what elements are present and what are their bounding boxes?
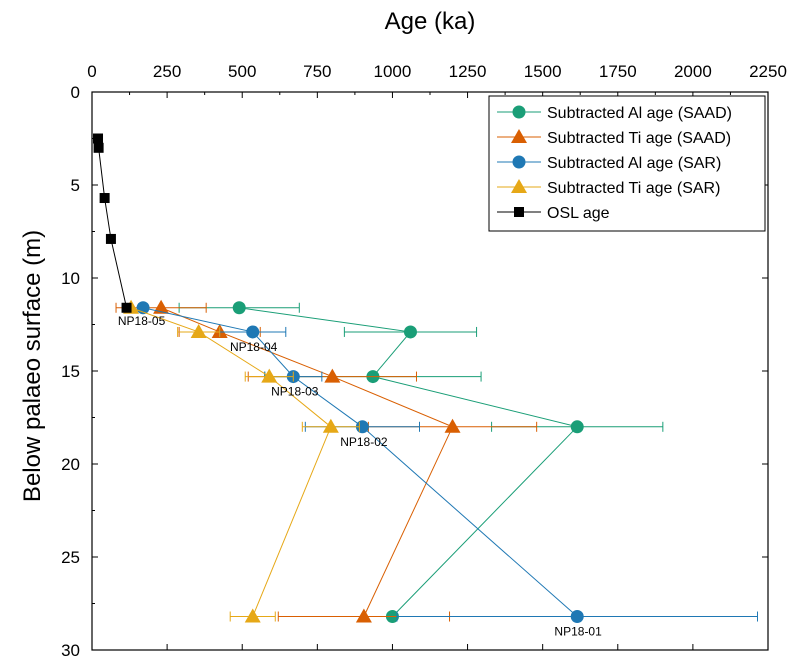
legend-label: Subtracted Ti age (SAAD)	[547, 130, 731, 147]
y-tick-label: 0	[71, 83, 80, 102]
y-tick-label: 10	[61, 269, 80, 288]
x-tick-label: 500	[228, 62, 256, 81]
data-point	[570, 420, 584, 434]
legend-label: Subtracted Ti age (SAR)	[547, 180, 720, 197]
legend-label: Subtracted Al age (SAAD)	[547, 105, 732, 122]
legend-item: OSL age	[497, 205, 610, 222]
series-line	[97, 138, 128, 308]
data-point	[121, 302, 132, 313]
legend-swatch-marker	[511, 179, 527, 193]
x-axis-title: Age (ka)	[385, 8, 476, 35]
x-tick-label: 1750	[599, 62, 637, 81]
series-1	[115, 299, 538, 623]
x-tick-label: 1500	[524, 62, 562, 81]
data-point	[244, 608, 261, 623]
data-point	[355, 608, 372, 623]
data-point	[324, 368, 341, 383]
y-tick-label: 5	[71, 176, 80, 195]
data-point	[93, 133, 104, 144]
series-4	[93, 133, 132, 313]
y-tick-label: 15	[61, 362, 80, 381]
sample-label: NP18-05	[118, 314, 166, 328]
data-point	[246, 325, 260, 339]
y-axis: 0 5 10 15 20 25 30	[61, 83, 768, 660]
data-point	[105, 233, 116, 244]
series-line	[142, 307, 578, 617]
sample-label: NP18-02	[340, 435, 388, 449]
legend-swatch-marker	[512, 155, 526, 169]
x-tick-label: 250	[153, 62, 181, 81]
series-line	[160, 307, 454, 617]
annotation-layer: NP18-05 NP18-04 NP18-03 NP18-02 NP18-01	[118, 314, 602, 639]
data-point	[153, 299, 170, 314]
data-point	[232, 301, 246, 315]
y-axis-title: Below palaeo surface (m)	[19, 230, 46, 502]
sample-label: NP18-04	[230, 340, 278, 354]
legend-box	[488, 95, 766, 232]
legend-label: OSL age	[547, 205, 610, 222]
data-point	[322, 418, 339, 433]
x-tick-label: 750	[303, 62, 331, 81]
data-point	[403, 325, 417, 339]
x-tick-label: 1250	[449, 62, 487, 81]
legend-item: Subtracted Al age (SAAD)	[497, 105, 732, 122]
series-layer	[93, 133, 758, 624]
legend-swatch-marker	[512, 105, 526, 119]
x-tick-label: 1000	[374, 62, 412, 81]
data-point	[261, 368, 278, 383]
y-tick-label: 20	[61, 455, 80, 474]
data-point	[99, 193, 110, 204]
legend-swatch-marker	[514, 207, 524, 217]
series-line	[239, 307, 579, 617]
legend-label: Subtracted Al age (SAR)	[547, 155, 721, 172]
data-point	[93, 142, 104, 153]
x-axis: 0 250 500 750 1000 1250 1500 1750 2000 2250	[87, 62, 787, 650]
data-point	[570, 610, 584, 624]
legend-item: Subtracted Ti age (SAAD)	[497, 129, 731, 147]
sample-label: NP18-03	[271, 385, 319, 399]
series-line	[130, 307, 332, 617]
legend-swatch-marker	[511, 129, 527, 143]
data-point	[444, 418, 461, 433]
y-tick-label: 30	[61, 641, 80, 660]
sample-label: NP18-01	[554, 625, 602, 639]
data-point	[190, 323, 207, 338]
legend-item: Subtracted Al age (SAR)	[497, 155, 721, 172]
legend: Subtracted Al age (SAAD) Subtracted Ti ag…	[488, 95, 766, 232]
legend-item: Subtracted Ti age (SAR)	[497, 179, 720, 197]
y-tick-label: 25	[61, 548, 80, 567]
x-tick-label: 2250	[749, 62, 787, 81]
x-tick-label: 2000	[674, 62, 712, 81]
x-tick-label: 0	[87, 62, 96, 81]
